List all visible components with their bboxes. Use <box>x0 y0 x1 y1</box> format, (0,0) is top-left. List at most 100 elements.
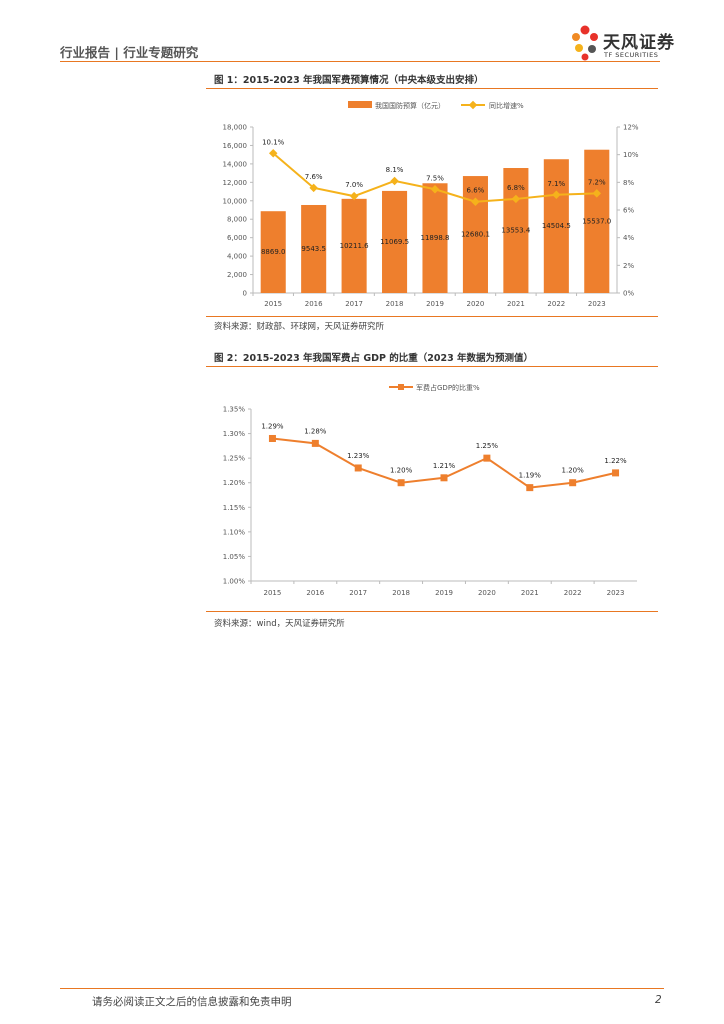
gdp-share-point <box>354 464 362 472</box>
y-tick-label: 18,000 <box>223 124 248 132</box>
growth-label: 6.8% <box>507 184 525 192</box>
budget-bar <box>301 204 327 293</box>
budget-bar <box>503 168 529 293</box>
gdp-share-label: 1.25% <box>476 442 499 450</box>
x-tick-label: 2018 <box>386 300 404 308</box>
gdp-share-point <box>612 469 620 477</box>
gdp-share-point <box>440 474 448 482</box>
defense-budget-chart: 我国国防预算（亿元） 同比增速% 0 2,000 4,000 6,000 8,000 10,0… <box>223 100 639 308</box>
x-tick-label: 2020 <box>467 300 485 308</box>
y-tick-label: 0 <box>243 290 247 298</box>
page-number: 2 <box>655 994 662 1006</box>
y-tick-label: 14,000 <box>223 160 248 168</box>
footer-rule <box>60 988 664 989</box>
bar-value-label: 13553.4 <box>501 227 530 235</box>
y-tick-label: 16,000 <box>223 142 248 150</box>
y-tick-label: 1.05% <box>223 553 246 561</box>
growth-label: 8.1% <box>386 166 404 174</box>
logo-petal <box>588 45 596 53</box>
gdp-share-point <box>311 439 319 447</box>
growth-point <box>349 191 359 201</box>
x-tick-label: 2016 <box>306 589 324 597</box>
y2-tick-label: 10% <box>623 151 639 159</box>
y2-tick-label: 4% <box>623 234 634 242</box>
growth-point <box>390 176 399 186</box>
gdp-share-label: 1.19% <box>519 472 542 480</box>
y-tick-label: 1.20% <box>223 479 246 487</box>
growth-label: 7.1% <box>547 180 565 188</box>
y-tick-label: 12,000 <box>223 179 248 187</box>
gdp-share-label: 1.20% <box>562 467 585 475</box>
bar-value-label: 11069.5 <box>380 238 409 246</box>
growth-label: 10.1% <box>262 138 285 146</box>
report-type-header: 行业报告 | 行业专题研究 <box>60 45 199 60</box>
disclaimer-text: 请务必阅读正文之后的信息披露和免责申明 <box>92 996 292 1008</box>
gdp-share-chart: 军费占GDP的比重% 1.00% 1.05% 1.10% 1.15% 1.20% 1.25%… <box>223 383 637 597</box>
figure2-bottom-rule <box>206 611 658 612</box>
growth-label: 7.6% <box>305 173 323 181</box>
bar-value-label: 12680.1 <box>461 231 490 239</box>
gdp-share-point <box>397 479 405 487</box>
y2-tick-label: 6% <box>623 207 634 215</box>
x-tick-label: 2021 <box>507 300 525 308</box>
figure1-top-rule <box>206 88 658 89</box>
x-tick-label: 2016 <box>305 300 323 308</box>
gdp-share-point <box>483 454 491 462</box>
x-tick-label: 2020 <box>478 589 496 597</box>
x-tick-label: 2023 <box>607 589 625 597</box>
x-tick-label: 2018 <box>392 589 410 597</box>
bar-value-label: 11898.8 <box>421 234 450 242</box>
x-tick-label: 2022 <box>564 589 582 597</box>
budget-bar <box>341 198 367 293</box>
logo-petal <box>580 25 590 35</box>
header-rule <box>60 61 660 62</box>
y-tick-label: 4,000 <box>227 253 247 261</box>
budget-bar <box>584 149 610 293</box>
budget-bar <box>422 183 448 293</box>
gdp-share-label: 1.20% <box>390 467 413 475</box>
y-tick-label: 1.00% <box>223 578 246 586</box>
x-tick-label: 2019 <box>426 300 444 308</box>
figure2-top-rule <box>206 366 658 367</box>
figure1-title: 图 1：2015-2023 年我国军费预算情况（中央本级支出安排） <box>214 75 484 86</box>
growth-point <box>511 194 521 204</box>
x-tick-label: 2015 <box>264 589 282 597</box>
figure2-source: 资料来源：wind，天风证券研究所 <box>214 619 345 629</box>
bar-value-label: 8869.0 <box>261 248 286 256</box>
y-tick-label: 1.25% <box>223 455 246 463</box>
x-tick-label: 2022 <box>547 300 565 308</box>
y-tick-label: 1.35% <box>223 406 246 414</box>
growth-label: 7.2% <box>588 178 606 186</box>
brand-sub: TF SECURITIES <box>604 51 659 59</box>
bar-value-label: 9543.5 <box>301 245 326 253</box>
logo-petal <box>581 53 589 61</box>
gdp-share-label: 1.22% <box>604 457 627 465</box>
y-tick-label: 8,000 <box>227 216 247 224</box>
y-tick-label: 1.10% <box>223 528 246 536</box>
legend-line-label: 军费占GDP的比重% <box>416 383 480 392</box>
y2-tick-label: 0% <box>623 290 634 298</box>
budget-bar <box>543 159 569 293</box>
budget-bar <box>462 176 488 293</box>
figure1-bottom-rule <box>206 316 658 317</box>
bar-value-label: 14504.5 <box>542 222 571 230</box>
x-tick-label: 2019 <box>435 589 453 597</box>
y-tick-label: 1.30% <box>223 430 246 438</box>
growth-point <box>471 197 480 206</box>
bar-value-label: 15537.0 <box>582 217 611 225</box>
gdp-share-label: 1.28% <box>304 427 327 435</box>
y2-tick-label: 12% <box>623 124 639 132</box>
logo-petal <box>572 33 580 41</box>
x-tick-label: 2021 <box>521 589 539 597</box>
brand-name: 天风证券 <box>603 33 675 53</box>
gdp-share-label: 1.21% <box>433 462 456 470</box>
growth-point <box>268 149 278 158</box>
x-tick-label: 2017 <box>349 589 367 597</box>
x-tick-label: 2015 <box>264 300 282 308</box>
y2-tick-label: 2% <box>623 262 634 270</box>
growth-label: 6.6% <box>467 187 485 195</box>
growth-point <box>430 185 440 194</box>
y-tick-label: 6,000 <box>227 234 247 242</box>
legend-line-label: 同比增速% <box>489 101 524 110</box>
budget-bar <box>260 211 286 293</box>
